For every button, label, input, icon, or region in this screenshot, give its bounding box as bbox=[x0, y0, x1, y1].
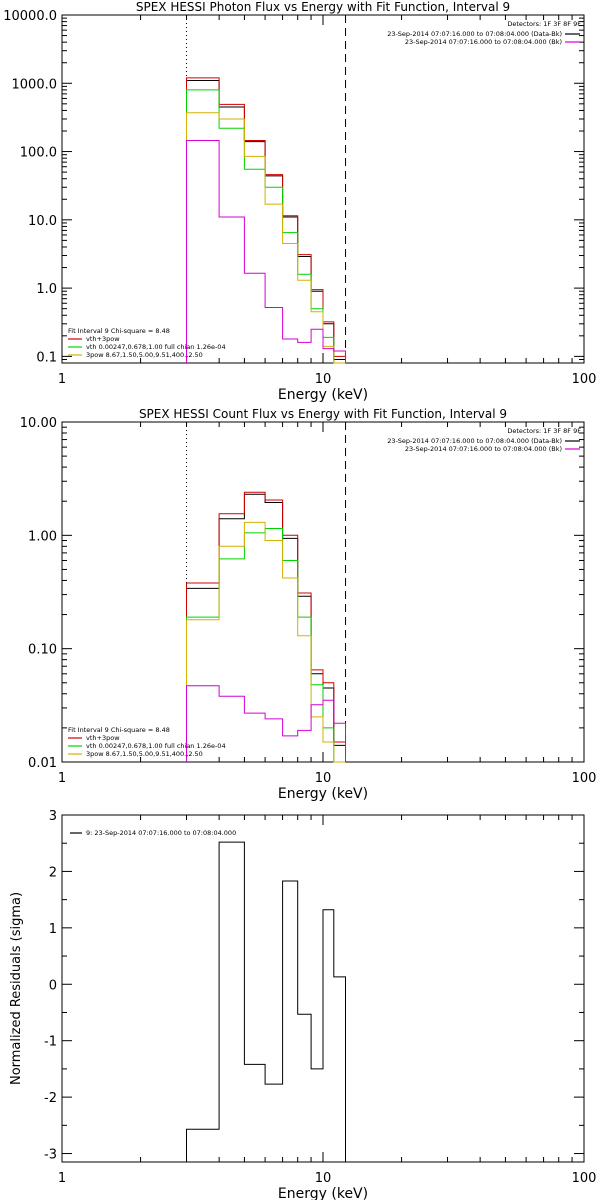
legend-right-label: 23-Sep-2014 07:07:16.000 to 07:08:04.000… bbox=[387, 437, 562, 445]
x-tick-label: 10 bbox=[315, 372, 332, 387]
y-tick-label: 0 bbox=[49, 978, 57, 993]
y-tick-label: 10000.0 bbox=[3, 9, 57, 24]
legend-right-label: 23-Sep-2014 07:07:16.000 to 07:08:04.000… bbox=[387, 30, 562, 38]
y-tick-label: 1 bbox=[49, 922, 57, 937]
y-tick-label: 100.0 bbox=[20, 146, 57, 161]
legend-left-label: vth+3pow bbox=[86, 335, 120, 343]
fit-interval-label: Fit Interval 9 Chi-square = 8.48 bbox=[68, 327, 170, 335]
chart-3: 1 10 100 -3 -2 -1 0 1 2 3 Energy (keV) Normalized R… bbox=[9, 809, 596, 1200]
detectors-label: Detectors: 1F 3F 8F 9F bbox=[507, 20, 581, 28]
x-tick-label: 100 bbox=[572, 372, 597, 387]
series-5-histogram bbox=[186, 140, 346, 363]
fit-interval-label: Fit Interval 9 Chi-square = 8.48 bbox=[68, 726, 170, 734]
y-tick-label: 2 bbox=[49, 865, 57, 880]
legend-left-label: vth 0.00247,0.678,1.00 full chian 1.26e-… bbox=[86, 343, 226, 351]
series-1-histogram bbox=[186, 493, 346, 762]
chart-2: SPEX HESSI Count Flux vs Energy with Fit… bbox=[20, 407, 597, 802]
y-tick-label: 0.10 bbox=[28, 643, 57, 658]
series-4-histogram bbox=[186, 112, 346, 364]
series-4-histogram bbox=[186, 521, 346, 763]
series-3-histogram bbox=[186, 89, 346, 364]
series-2-histogram bbox=[186, 491, 346, 762]
series-1-histogram bbox=[186, 80, 346, 363]
y-tick-label: 3 bbox=[49, 809, 57, 824]
legend-left-label: 9: 23-Sep-2014 07:07:16.000 to 07:08:04.… bbox=[86, 829, 236, 837]
x-tick-label: 10 bbox=[315, 1171, 332, 1186]
chart-title: SPEX HESSI Count Flux vs Energy with Fit… bbox=[139, 407, 507, 421]
chart-1: SPEX HESSI Photon Flux vs Energy with Fi… bbox=[3, 0, 596, 403]
x-tick-label: 100 bbox=[572, 771, 597, 786]
y-tick-label: -1 bbox=[44, 1035, 57, 1050]
legend-left-label: vth+3pow bbox=[86, 734, 120, 742]
x-axis-label: Energy (keV) bbox=[278, 1186, 368, 1200]
x-tick-label: 1 bbox=[58, 372, 66, 387]
legend-left-label: 3pow 8.67,1.50,5.00,9.51,400.,2.50 bbox=[86, 750, 203, 758]
legend-right-label: 23-Sep-2014 07:07:16.000 to 07:08:04.000… bbox=[405, 445, 562, 453]
y-tick-label: -2 bbox=[44, 1091, 57, 1106]
y-tick-label: 10.00 bbox=[20, 416, 57, 431]
y-tick-label: 1.0 bbox=[36, 282, 57, 297]
series-5-histogram bbox=[186, 685, 346, 762]
x-axis-label: Energy (keV) bbox=[278, 786, 368, 802]
legend-right-label: 23-Sep-2014 07:07:16.000 to 07:08:04.000… bbox=[405, 38, 562, 46]
detectors-label: Detectors: 1F 3F 8F 9F bbox=[507, 427, 581, 435]
x-tick-label: 100 bbox=[572, 1171, 597, 1186]
chart-title: SPEX HESSI Photon Flux vs Energy with Fi… bbox=[136, 0, 510, 14]
series-1-histogram bbox=[186, 841, 346, 1162]
y-tick-label: 0.1 bbox=[36, 350, 57, 365]
y-tick-label: 10.0 bbox=[28, 214, 57, 229]
x-tick-label: 1 bbox=[58, 1171, 66, 1186]
y-tick-label: 0.01 bbox=[28, 756, 57, 771]
x-tick-label: 10 bbox=[315, 771, 332, 786]
series-3-histogram bbox=[186, 528, 346, 763]
y-tick-label: 1000.0 bbox=[12, 77, 58, 92]
y-tick-label: 1.00 bbox=[28, 529, 57, 544]
legend-left-label: vth 0.00247,0.678,1.00 full chian 1.26e-… bbox=[86, 742, 226, 750]
y-tick-label: -3 bbox=[44, 1148, 57, 1163]
legend-left-label: 3pow 8.67,1.50,5.00,9.51,400.,2.50 bbox=[86, 351, 203, 359]
x-axis-label: Energy (keV) bbox=[278, 387, 368, 403]
series-2-histogram bbox=[186, 77, 346, 363]
y-axis-label: Normalized Residuals (sigma) bbox=[9, 892, 24, 1085]
x-tick-label: 1 bbox=[58, 771, 66, 786]
